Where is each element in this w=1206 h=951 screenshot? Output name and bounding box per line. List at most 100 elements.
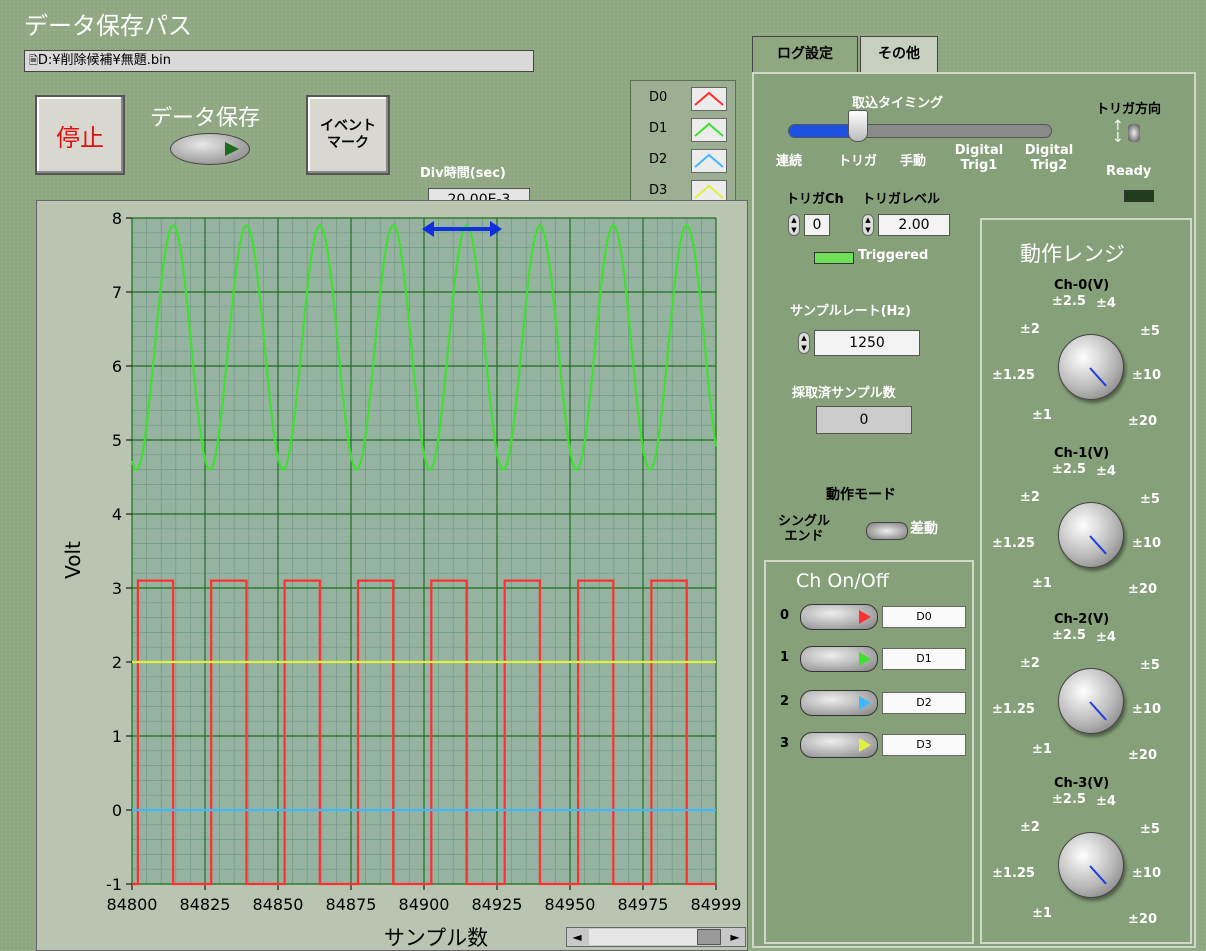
legend-swatch-d2: [694, 153, 724, 168]
trigger-ch-spinner[interactable]: ▲ ▼: [788, 214, 800, 236]
timing-slider-fill: [789, 125, 859, 137]
timing-option-digital1[interactable]: Digital Trig1: [954, 143, 1004, 173]
trigger-direction-switch[interactable]: [1128, 124, 1140, 142]
range-tick-label: ±1: [1032, 906, 1052, 921]
ch-name-field-1[interactable]: D1: [882, 648, 966, 670]
timing-option-digital2[interactable]: Digital Trig2: [1024, 143, 1074, 173]
timing-slider-thumb[interactable]: [848, 110, 868, 142]
range-ch1-label: Ch-1(V): [1054, 446, 1110, 461]
ch-number-1: 1: [780, 650, 790, 665]
range-knob-group-0: ±2.5 ±4 ±2 ±5 ±1.25 ±10 ±1 ±20: [992, 294, 1188, 444]
range-knob-group-3: ±2.5 ±4 ±2 ±5 ±1.25 ±10 ±1 ±20: [992, 792, 1188, 942]
trigger-ch-input[interactable]: 0: [804, 214, 830, 236]
waveform-graph[interactable]: 8 7 6 5 4 3 2 1 0 -1 84800 84825 84850 84875 84900 8492…: [36, 200, 748, 951]
x-tick-label: 84975: [618, 895, 669, 914]
x-tick-label: 84900: [399, 895, 450, 914]
x-tick-label: 84925: [472, 895, 523, 914]
trigger-level-input[interactable]: 2.00: [878, 214, 950, 236]
ch-arrow-icon: [859, 738, 871, 752]
range-tick-label: ±20: [1128, 414, 1157, 429]
legend-item-d1[interactable]: D1: [637, 116, 731, 142]
series-line-d0: [132, 579, 716, 886]
collected-samples-value: 0: [816, 406, 912, 434]
horizontal-scrollbar[interactable]: ◄ ►: [566, 927, 746, 947]
y-tick-label: -1: [106, 875, 122, 894]
knob-pointer-icon: [1089, 367, 1107, 387]
y-tick-label: 4: [112, 505, 122, 524]
range-tick-label: ±2: [1020, 656, 1040, 671]
ch-arrow-icon: [859, 696, 871, 710]
sample-rate-label: サンプルレート(Hz): [790, 304, 911, 319]
mode-switch[interactable]: [866, 522, 908, 540]
x-tick-label: 84800: [107, 895, 158, 914]
range-tick-label: ±2.5: [1052, 628, 1086, 643]
y-tick-label: 7: [112, 283, 122, 302]
save-data-label: データ保存: [150, 106, 261, 131]
ch-name-field-0[interactable]: D0: [882, 606, 966, 628]
y-tick-label: 0: [112, 801, 122, 820]
timing-option-trigger[interactable]: トリガ: [838, 154, 878, 169]
ch-toggle-0[interactable]: [800, 604, 878, 630]
ch-toggle-1[interactable]: [800, 646, 878, 672]
tab-other[interactable]: その他: [860, 36, 938, 72]
tab-log-settings[interactable]: ログ設定: [752, 36, 858, 72]
plot-legend: D0 D1 D2 D3: [630, 80, 736, 212]
range-tick-label: ±10: [1132, 536, 1161, 551]
trigger-level-spinner[interactable]: ▲ ▼: [862, 214, 874, 236]
range-tick-label: ±1.25: [992, 368, 1035, 383]
ch-name-field-2[interactable]: D2: [882, 692, 966, 714]
range-knob-3[interactable]: [1058, 832, 1124, 898]
ch-name-field-3[interactable]: D3: [882, 734, 966, 756]
range-knob-1[interactable]: [1058, 502, 1124, 568]
x-axis-label: サンプル数: [384, 926, 488, 950]
timing-label: 取込タイミング: [852, 96, 944, 111]
scroll-track[interactable]: [589, 929, 699, 945]
range-knob-2[interactable]: [1058, 668, 1124, 734]
knob-pointer-icon: [1089, 701, 1107, 721]
scroll-thumb[interactable]: [697, 929, 721, 945]
sample-rate-input[interactable]: 1250: [814, 330, 920, 356]
y-tick-label: 2: [112, 653, 122, 672]
y-tick-label: 6: [112, 357, 122, 376]
range-tick-label: ±10: [1132, 368, 1161, 383]
trigger-ch-label: トリガCh: [786, 192, 844, 207]
ch-number-2: 2: [780, 694, 790, 709]
range-ch0-label: Ch-0(V): [1054, 278, 1110, 293]
range-knob-group-1: ±2.5 ±4 ±2 ±5 ±1.25 ±10 ±1 ±20: [992, 462, 1188, 612]
range-ch2-label: Ch-2(V): [1054, 612, 1110, 627]
range-knob-group-2: ±2.5 ±4 ±2 ±5 ±1.25 ±10 ±1 ±20: [992, 628, 1188, 778]
ready-led: [1124, 190, 1154, 202]
legend-item-d2[interactable]: D2: [637, 147, 731, 173]
legend-swatch-d3: [694, 184, 724, 199]
series-line-d1: [130, 224, 718, 471]
event-mark-button[interactable]: イベント マーク: [306, 95, 390, 175]
ch-toggle-2[interactable]: [800, 690, 878, 716]
range-tick-label: ±1.25: [992, 536, 1035, 551]
timing-option-manual[interactable]: 手動: [900, 154, 927, 169]
range-tick-label: ±2.5: [1052, 462, 1086, 477]
triggered-label: Triggered: [858, 248, 929, 263]
save-data-toggle[interactable]: [170, 133, 250, 165]
y-tick-label: 1: [112, 727, 122, 746]
div-span-arrow-icon: [422, 221, 502, 237]
stop-button[interactable]: 停止: [35, 95, 125, 175]
y-tick-label: 5: [112, 431, 122, 450]
range-tick-label: ±20: [1128, 748, 1157, 763]
x-tick-label: 84850: [253, 895, 304, 914]
ch-toggle-3[interactable]: [800, 732, 878, 758]
timing-slider-track[interactable]: [788, 124, 1052, 138]
range-tick-label: ±2: [1020, 490, 1040, 505]
timing-option-continuous[interactable]: 連続: [776, 154, 803, 169]
mode-diff-label: 差動: [910, 521, 938, 537]
scroll-left-button[interactable]: ◄: [572, 930, 582, 944]
sample-rate-spinner[interactable]: ▲ ▼: [798, 332, 810, 354]
trigger-direction-arrows-icon: ↑ ↓: [1112, 118, 1124, 146]
range-knob-0[interactable]: [1058, 334, 1124, 400]
scroll-right-button[interactable]: ►: [730, 930, 740, 944]
legend-item-d0[interactable]: D0: [637, 85, 731, 111]
range-tick-label: ±2.5: [1052, 792, 1086, 807]
ready-label: Ready: [1106, 164, 1152, 179]
save-path-field[interactable]: 🗎D:¥削除候補¥無題.bin: [24, 50, 534, 72]
range-tick-label: ±5: [1140, 658, 1160, 673]
x-tick-label: 84999: [691, 895, 742, 914]
